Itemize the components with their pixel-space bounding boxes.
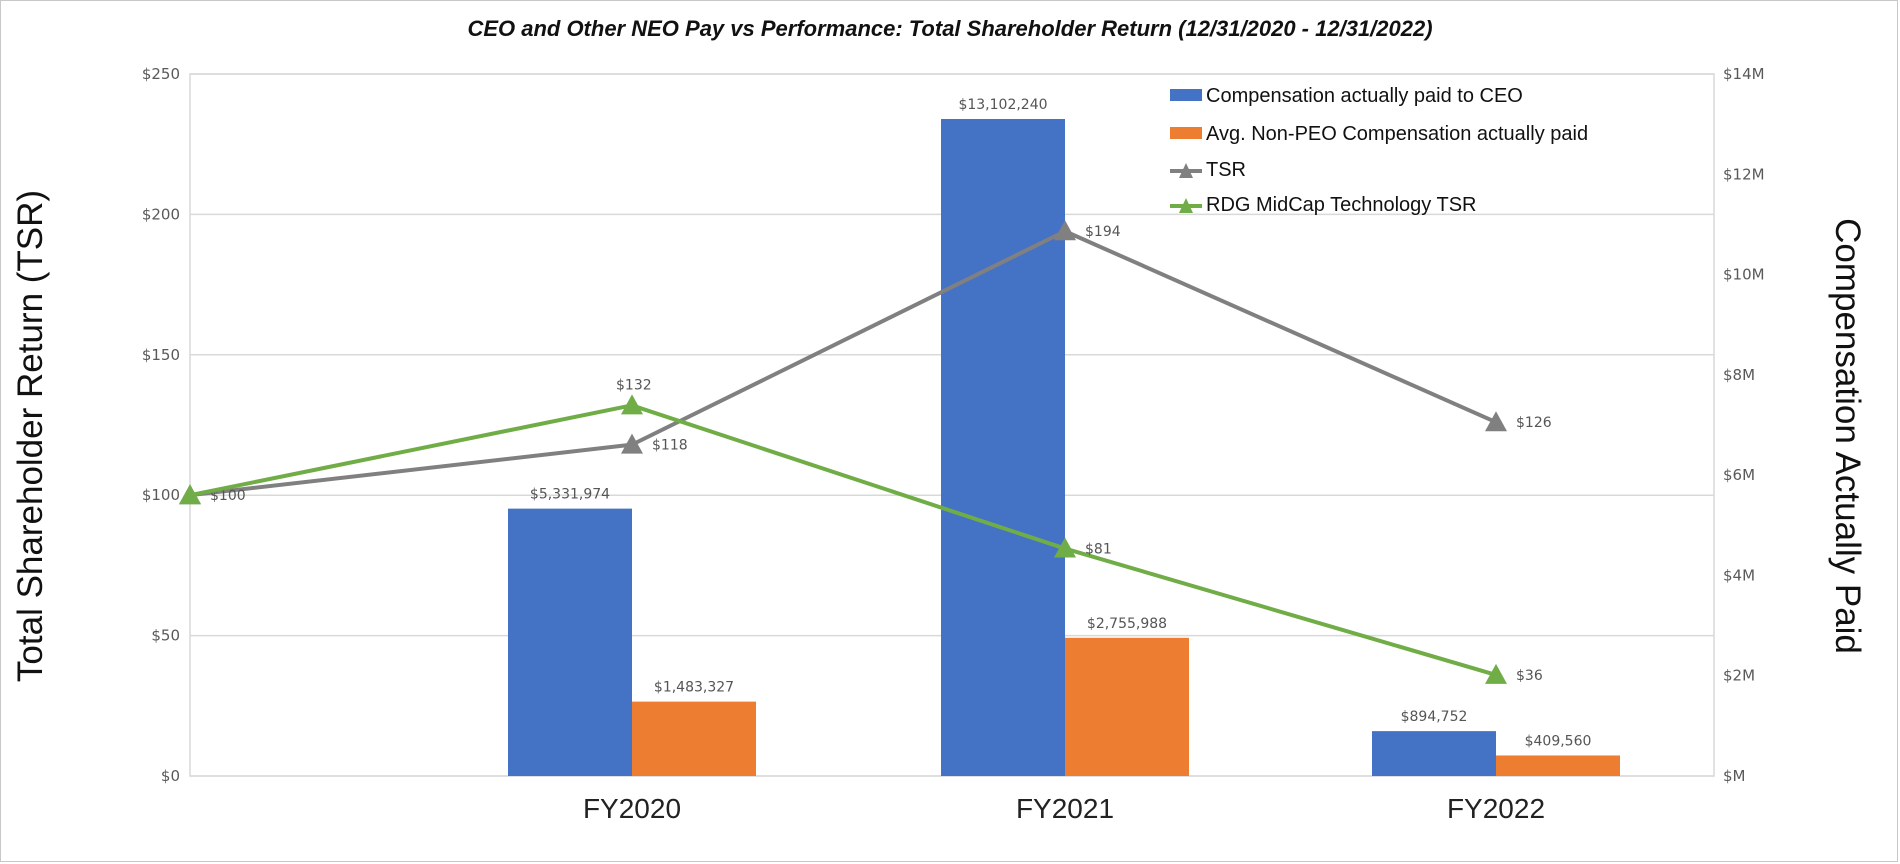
left-tick-label: $0 [161,767,180,785]
legend-label: Compensation actually paid to CEO [1206,85,1523,107]
bar [941,119,1065,777]
triangle-marker [621,433,643,454]
left-tick-label: $250 [142,65,180,83]
bar-data-label: $894,752 [1401,709,1468,725]
triangle-marker [1485,411,1507,432]
chart-title: CEO and Other NEO Pay vs Performance: To… [467,16,1432,41]
left-axis-title: Total Shareholder Return (TSR) [11,190,50,682]
line-data-label: $126 [1516,415,1552,431]
bar-data-label: $13,102,240 [958,97,1047,113]
triangle-marker [1054,220,1076,241]
bar-data-label: $2,755,988 [1087,616,1167,632]
x-category-label: FY2022 [1447,793,1545,824]
legend-swatch [1170,127,1202,139]
right-tick-label: $12M [1723,165,1765,183]
line-data-label: $81 [1085,542,1112,558]
line-data-label: $36 [1516,668,1543,684]
bar-data-label: $409,560 [1525,733,1592,749]
right-tick-label: $4M [1723,566,1755,584]
legend-marker [1179,163,1193,178]
triangle-marker [1054,537,1076,558]
legend-label: Avg. Non-PEO Compensation actually paid [1206,123,1588,145]
right-tick-label: $14M [1723,65,1765,83]
bar [632,701,756,776]
right-tick-label: $8M [1723,366,1755,384]
right-tick-label: $2M [1723,667,1755,685]
legend-label: TSR [1206,159,1246,181]
left-tick-label: $50 [151,627,180,645]
line-data-label: $194 [1085,224,1121,240]
right-axis-title: Compensation Actually Paid [1828,218,1867,654]
right-tick-label: $10M [1723,266,1765,284]
series-line [189,403,1497,677]
bar [1372,731,1496,776]
right-tick-label: $M [1723,767,1746,785]
left-tick-label: $100 [142,486,180,504]
legend-label: RDG MidCap Technology TSR [1206,194,1477,216]
triangle-marker [179,484,201,505]
line-data-label: $100 [210,488,246,504]
line-data-label: $118 [652,438,688,454]
bar-data-label: $5,331,974 [530,487,610,503]
x-category-label: FY2021 [1016,793,1114,824]
right-tick-label: $6M [1723,466,1755,484]
triangle-marker [621,394,643,415]
left-tick-label: $150 [142,346,180,364]
legend-swatch [1170,89,1202,101]
bar-data-label: $1,483,327 [654,680,734,696]
bar [1065,637,1189,776]
x-category-label: FY2020 [583,793,681,824]
series-line [189,229,1497,498]
line-data-label: $132 [616,377,652,393]
left-tick-label: $200 [142,205,180,223]
triangle-marker [1485,663,1507,684]
bar [1496,755,1620,776]
bar [508,508,632,776]
legend-marker [1179,198,1193,213]
